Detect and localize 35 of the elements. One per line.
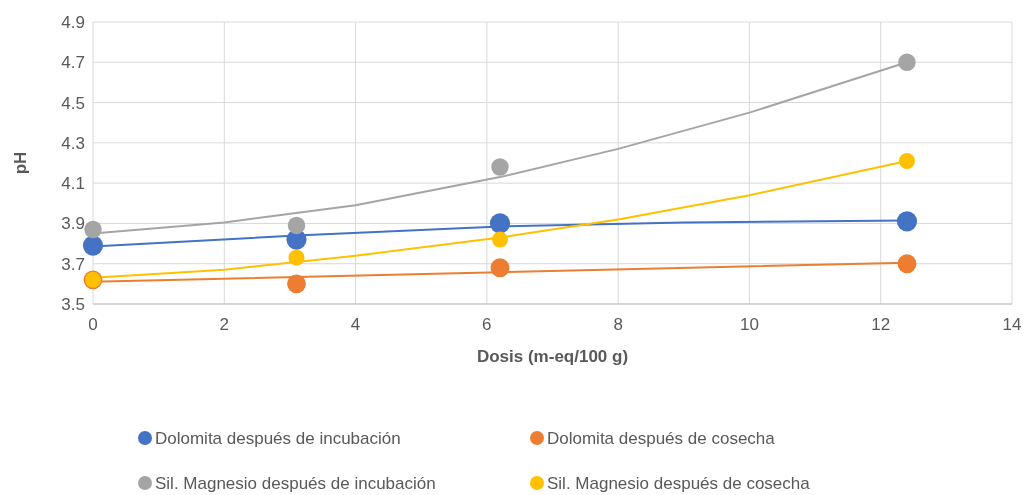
x-axis-title: Dosis (m-eq/100 g) (476, 347, 629, 366)
point (490, 258, 510, 278)
y-axis-title: pH (11, 151, 30, 175)
x-tick-label: 10 (739, 315, 759, 334)
point (489, 213, 511, 234)
point (898, 53, 916, 72)
point (287, 274, 306, 294)
x-tick-label: 8 (613, 315, 623, 334)
point (896, 211, 918, 232)
legend-label: Sil. Magnesio después de incubación (155, 473, 436, 493)
y-tick-label: 4.9 (61, 12, 85, 32)
legend-label: Sil. Magnesio después de cosecha (547, 473, 811, 493)
point (288, 249, 305, 266)
point (287, 216, 306, 235)
x-tick-label: 2 (219, 315, 230, 334)
y-tick-label: 4.1 (61, 174, 85, 194)
y-tick-label: 3.9 (61, 214, 85, 234)
point (492, 231, 508, 248)
y-tick-label: 3.5 (61, 294, 85, 314)
x-tick-label: 6 (482, 315, 492, 334)
y-tick-label: 4.5 (61, 93, 85, 113)
x-tick-label: 4 (350, 315, 361, 334)
y-tick-label: 4.7 (61, 53, 85, 73)
x-tick-label: 0 (88, 315, 98, 334)
y-tick-label: 4.3 (61, 133, 85, 153)
legend-label: Dolomita después de incubación (155, 428, 401, 448)
legend-label: Dolomita después de cosecha (547, 428, 776, 448)
y-tick-label: 3.7 (61, 254, 85, 274)
point (898, 153, 915, 169)
point (82, 235, 104, 256)
x-tick-label: 12 (871, 315, 891, 334)
x-tick-label: 14 (1002, 315, 1022, 334)
point (84, 220, 102, 239)
point (491, 158, 509, 176)
point (897, 254, 917, 274)
